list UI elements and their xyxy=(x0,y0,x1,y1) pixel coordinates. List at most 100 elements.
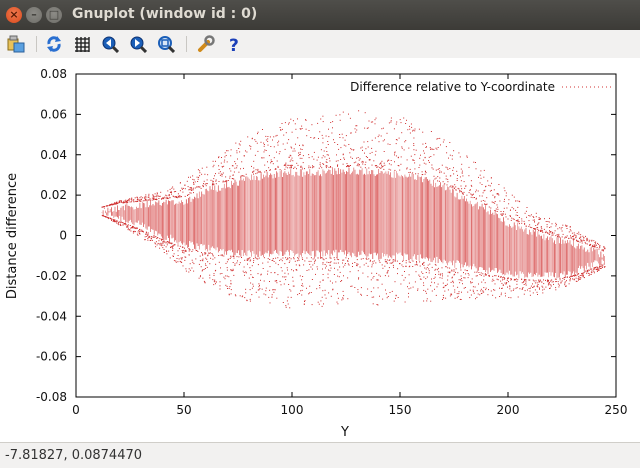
data-point xyxy=(480,200,482,202)
data-point xyxy=(419,265,421,267)
data-point xyxy=(296,269,298,271)
data-point xyxy=(521,218,523,220)
data-point xyxy=(151,197,153,199)
data-point xyxy=(252,172,254,173)
y-tick-label: -0.06 xyxy=(36,350,67,364)
data-point xyxy=(504,277,505,279)
data-point xyxy=(378,141,380,143)
data-point xyxy=(131,198,133,200)
data-point xyxy=(516,212,518,213)
data-point xyxy=(250,274,252,276)
data-point xyxy=(551,281,553,283)
data-point xyxy=(431,281,433,283)
data-point xyxy=(233,171,235,173)
data-point xyxy=(457,174,458,176)
data-point xyxy=(555,235,557,237)
replot-icon xyxy=(47,36,61,52)
data-point xyxy=(168,250,170,252)
grid-button[interactable] xyxy=(72,34,92,54)
data-point xyxy=(171,246,173,248)
data-point xyxy=(579,275,581,276)
data-point xyxy=(155,236,157,237)
data-point xyxy=(165,197,167,199)
data-point xyxy=(201,270,203,272)
autoscale-button[interactable] xyxy=(156,34,176,54)
data-point xyxy=(325,147,327,149)
data-point xyxy=(460,269,462,271)
data-point xyxy=(206,266,208,268)
data-point xyxy=(290,159,292,161)
data-point xyxy=(515,209,517,211)
data-point xyxy=(389,292,391,293)
data-point xyxy=(325,297,327,299)
data-point xyxy=(390,164,392,166)
data-point xyxy=(461,188,463,190)
zoom-next-button[interactable] xyxy=(128,34,148,54)
data-point xyxy=(475,162,476,163)
data-point xyxy=(575,237,577,239)
data-point xyxy=(232,269,234,271)
data-point xyxy=(323,150,325,152)
data-point xyxy=(467,291,469,293)
minimize-button[interactable]: – xyxy=(26,7,42,23)
data-point xyxy=(535,212,537,214)
data-point xyxy=(205,185,207,187)
data-point xyxy=(234,263,236,265)
data-point xyxy=(456,180,458,181)
data-point xyxy=(456,178,458,180)
data-point xyxy=(524,212,526,214)
help-button[interactable]: ? xyxy=(224,34,244,54)
data-point xyxy=(528,279,530,281)
replot-button[interactable] xyxy=(44,34,64,54)
data-point xyxy=(573,238,575,240)
export-button[interactable] xyxy=(6,34,26,54)
close-button[interactable]: × xyxy=(6,7,22,23)
data-point xyxy=(442,181,444,183)
data-point xyxy=(499,200,501,202)
data-point xyxy=(422,264,423,265)
data-point xyxy=(593,240,595,242)
data-point xyxy=(475,189,477,191)
data-point xyxy=(260,273,262,275)
data-point xyxy=(602,265,604,267)
data-point xyxy=(151,239,153,241)
data-point xyxy=(293,270,294,272)
data-point xyxy=(199,260,201,262)
data-point xyxy=(114,203,116,205)
data-point xyxy=(306,287,307,289)
data-point xyxy=(129,229,131,231)
data-point xyxy=(502,279,503,281)
data-point xyxy=(587,269,588,271)
data-point xyxy=(521,220,523,222)
data-point xyxy=(580,238,582,240)
data-point xyxy=(335,160,337,162)
data-point xyxy=(599,245,601,247)
data-point xyxy=(576,240,578,242)
data-point xyxy=(570,237,572,239)
data-point xyxy=(314,259,316,261)
data-point xyxy=(321,134,323,136)
data-point xyxy=(471,185,473,187)
data-point xyxy=(589,273,590,275)
data-point xyxy=(236,165,238,167)
data-point xyxy=(420,278,422,280)
data-point xyxy=(308,154,310,156)
data-point xyxy=(483,190,485,192)
settings-button[interactable] xyxy=(196,34,216,54)
data-point xyxy=(265,170,267,171)
data-point xyxy=(156,237,158,239)
data-point xyxy=(164,196,166,198)
data-point xyxy=(156,196,158,198)
data-point xyxy=(552,234,554,236)
data-point xyxy=(383,162,385,164)
data-point xyxy=(552,281,554,283)
maximize-button[interactable]: □ xyxy=(46,7,62,23)
data-point xyxy=(153,198,155,200)
data-point xyxy=(232,268,234,270)
data-point xyxy=(289,257,291,259)
plot-canvas[interactable]: 0 50 100 150 200 250 0.08 0.06 0.04 0.02 0 -0.02 -0.… xyxy=(0,58,640,442)
zoom-previous-button[interactable] xyxy=(100,34,120,54)
data-point xyxy=(113,220,115,222)
data-point xyxy=(409,265,411,267)
data-point xyxy=(599,265,601,267)
